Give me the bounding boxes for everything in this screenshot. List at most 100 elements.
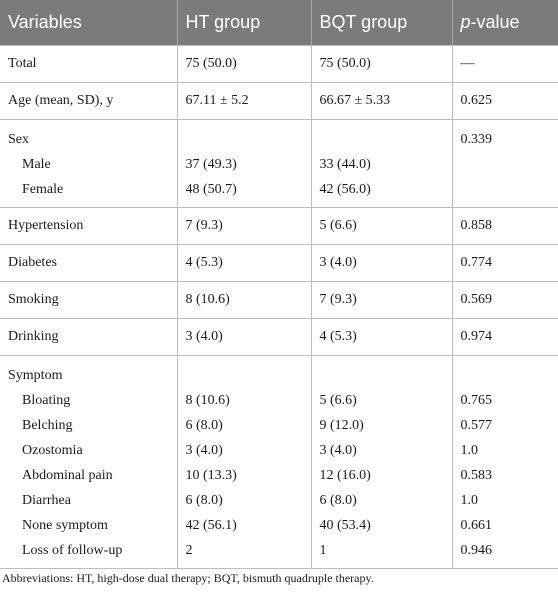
- table-header: Variables HT group BQT group p-value: [0, 0, 558, 45]
- cell-ht: 67.11 ± 5.2: [177, 82, 312, 119]
- table-row-sex: Sex 0.339: [0, 119, 558, 152]
- cell-p: 0.774: [460, 254, 493, 270]
- cell-bqt: 6 (8.0): [311, 487, 453, 513]
- cell-p: 0.625: [460, 92, 493, 108]
- cell-p: 0.577: [460, 417, 493, 433]
- table-row-ozostomia: Ozostomia 3 (4.0) 3 (4.0) 1.0: [0, 437, 558, 463]
- table-row-belching: Belching 6 (8.0) 9 (12.0) 0.577: [0, 412, 558, 438]
- cell-ht: 10 (13.3): [177, 462, 312, 488]
- cell-ht: 4 (5.3): [177, 244, 312, 281]
- cell-p: 0.661: [460, 517, 493, 533]
- cell-label: Loss of follow-up: [0, 537, 178, 568]
- header-p-italic: p: [460, 11, 471, 32]
- cell-ht: 3 (4.0): [177, 318, 312, 355]
- header-p-value: p-value: [452, 0, 558, 45]
- label-text: Ozostomia: [22, 442, 83, 458]
- cell-p: [452, 177, 558, 208]
- cell-ht: 48 (50.7): [177, 176, 312, 207]
- table-row-diabetes: Diabetes 4 (5.3) 3 (4.0) 0.774: [0, 244, 558, 281]
- cell-bqt: 5 (6.6): [311, 387, 453, 413]
- cell-bqt: 40 (53.4): [311, 512, 453, 538]
- table-body: Total 75 (50.0) 75 (50.0) — Age (mean, S…: [0, 45, 558, 568]
- cell-bqt: 66.67 ± 5.33: [311, 82, 453, 119]
- cell-bqt: 12 (16.0): [311, 462, 453, 488]
- cell-ht: 3 (4.0): [177, 437, 312, 463]
- cell-bqt: [311, 355, 453, 388]
- label-text: None symptom: [22, 517, 108, 533]
- cell-label: Abdominal pain: [0, 462, 178, 488]
- data-table: Variables HT group BQT group p-value Tot…: [0, 0, 558, 568]
- label-text: Diarrhea: [22, 492, 71, 508]
- cell-label: Drinking: [0, 318, 178, 355]
- cell-bqt: 4 (5.3): [311, 318, 453, 355]
- cell-ht: 2: [177, 537, 312, 568]
- cell-bqt: 33 (44.0): [311, 151, 453, 177]
- cell-p: 1.0: [460, 442, 479, 458]
- cell-p: 0.946: [460, 542, 493, 558]
- cell-p: 0.765: [460, 392, 493, 408]
- header-row: Variables HT group BQT group p-value: [0, 0, 558, 45]
- cell-ht: 42 (56.1): [177, 512, 312, 538]
- cell-bqt: 42 (56.0): [311, 176, 453, 207]
- cell-p: 0.583: [460, 467, 493, 483]
- cell-p: [452, 355, 558, 388]
- table-row-symptom: Symptom: [0, 355, 558, 388]
- table-row-loss-of-follow-up: Loss of follow-up 2 1 0.946: [0, 537, 558, 568]
- header-variables: Variables: [0, 0, 178, 45]
- cell-label: Ozostomia: [0, 437, 178, 463]
- cell-label: Male: [0, 151, 178, 177]
- table-row-female: Female 48 (50.7) 42 (56.0): [0, 176, 558, 208]
- cell-bqt: 5 (6.6): [311, 207, 453, 244]
- cell-ht: [177, 119, 312, 152]
- table-row-total: Total 75 (50.0) 75 (50.0) —: [0, 45, 558, 82]
- cell-p: [452, 152, 558, 177]
- cell-ht: 7 (9.3): [177, 207, 312, 244]
- cell-bqt: 75 (50.0): [311, 45, 453, 82]
- cell-label: Age (mean, SD), y: [0, 82, 178, 119]
- cell-ht: 75 (50.0): [177, 45, 312, 82]
- cell-label: Diabetes: [0, 244, 178, 281]
- cell-label: Total: [0, 45, 178, 82]
- cell-p: 0.858: [460, 217, 493, 233]
- label-text: Loss of follow-up: [22, 542, 123, 558]
- cell-p: 0.569: [460, 291, 493, 307]
- header-p-suffix: -value: [470, 11, 520, 32]
- cell-label: Symptom: [0, 355, 178, 388]
- cell-bqt: 3 (4.0): [311, 244, 453, 281]
- cell-ht: 37 (49.3): [177, 151, 312, 177]
- table-row-drinking: Drinking 3 (4.0) 4 (5.3) 0.974: [0, 318, 558, 355]
- cell-label: Smoking: [0, 281, 178, 318]
- cell-ht: 6 (8.0): [177, 412, 312, 438]
- cell-p: —: [460, 55, 475, 71]
- cell-label: Diarrhea: [0, 487, 178, 513]
- cell-bqt: [311, 119, 453, 152]
- table-row-abdominal-pain: Abdominal pain 10 (13.3) 12 (16.0) 0.583: [0, 462, 558, 488]
- cell-ht: 8 (10.6): [177, 281, 312, 318]
- header-ht-group: HT group: [177, 0, 312, 45]
- cell-ht: 6 (8.0): [177, 487, 312, 513]
- label-text: Male: [22, 156, 51, 172]
- table-row-hypertension: Hypertension 7 (9.3) 5 (6.6) 0.858: [0, 207, 558, 244]
- label-text: Female: [22, 181, 64, 197]
- cell-ht: 8 (10.6): [177, 387, 312, 413]
- cell-label: Hypertension: [0, 207, 178, 244]
- header-bqt-group: BQT group: [311, 0, 453, 45]
- table-row-age: Age (mean, SD), y 67.11 ± 5.2 66.67 ± 5.…: [0, 82, 558, 119]
- cell-bqt: 1: [311, 537, 453, 568]
- label-text: Bloating: [22, 392, 71, 408]
- cell-p: 0.339: [460, 131, 493, 147]
- table-row-bloating: Bloating 8 (10.6) 5 (6.6) 0.765: [0, 387, 558, 413]
- cell-bqt: 3 (4.0): [311, 437, 453, 463]
- cell-label: Sex: [0, 119, 178, 152]
- cell-label: Bloating: [0, 387, 178, 413]
- table-row-smoking: Smoking 8 (10.6) 7 (9.3) 0.569: [0, 281, 558, 318]
- cell-ht: [177, 355, 312, 388]
- cell-label: None symptom: [0, 512, 178, 538]
- table-row-diarrhea: Diarrhea 6 (8.0) 6 (8.0) 1.0: [0, 487, 558, 513]
- label-text: Belching: [22, 417, 73, 433]
- table-row-male: Male 37 (49.3) 33 (44.0): [0, 151, 558, 177]
- cell-bqt: 9 (12.0): [311, 412, 453, 438]
- cell-p: 1.0: [460, 492, 479, 508]
- cell-p: 0.974: [460, 328, 493, 344]
- label-text: Abdominal pain: [22, 467, 113, 483]
